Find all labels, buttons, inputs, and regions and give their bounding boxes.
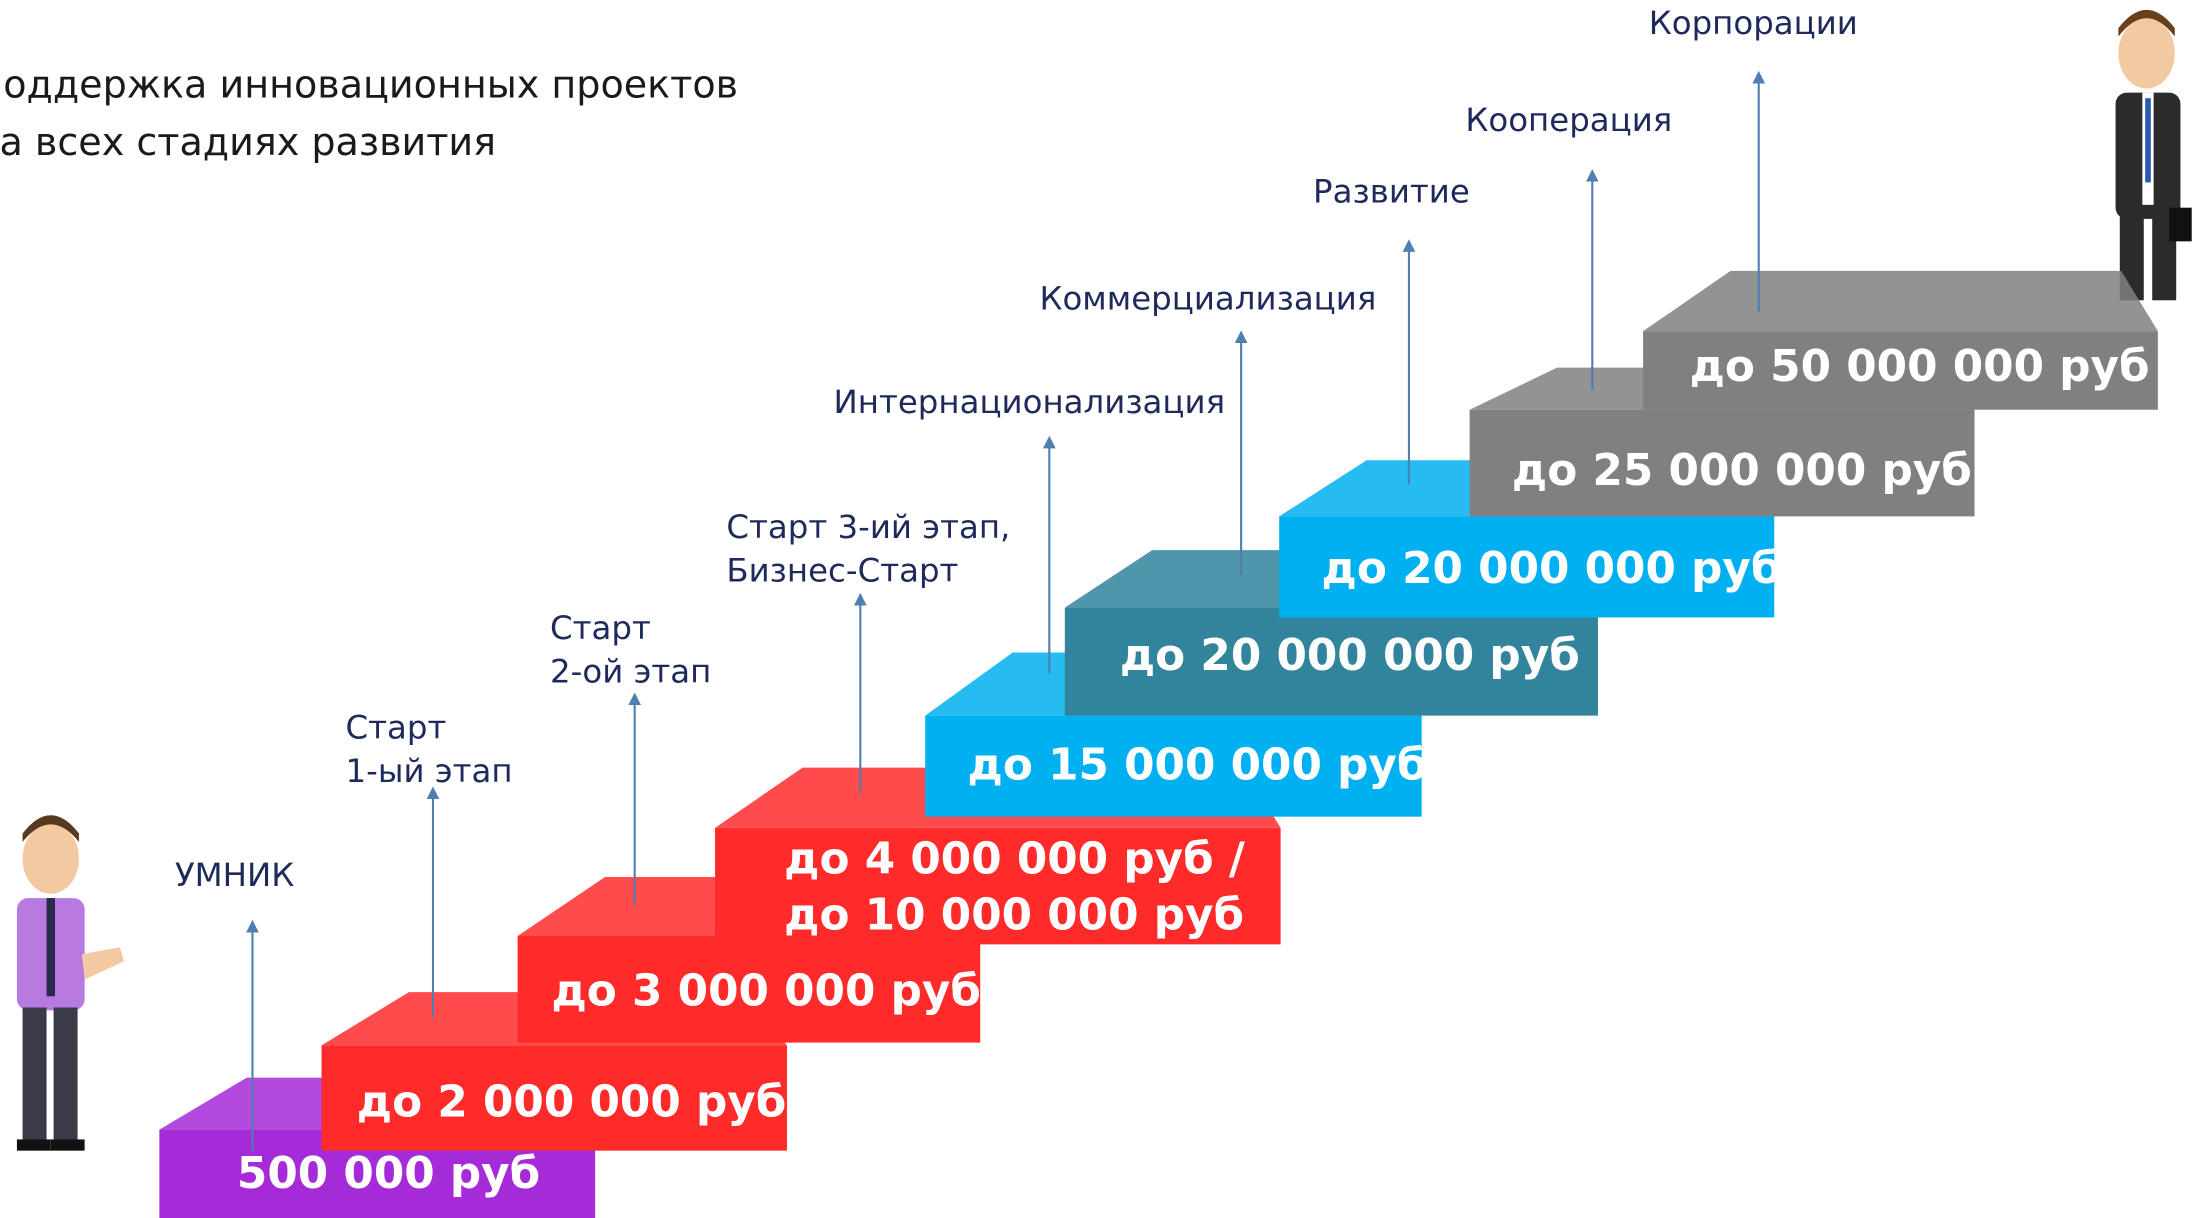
title-line: Поддержка инновационных проектов (0, 63, 738, 107)
stage-label: Старт 3-ий этап, (726, 508, 1010, 546)
stage-label: Бизнес-Старт (726, 552, 958, 590)
amount: до 25 000 000 руб (1512, 446, 1972, 496)
stage-label: 2-ой этап (550, 653, 711, 691)
amount: до 20 000 000 руб (1322, 544, 1782, 594)
title-line: на всех стадиях развития (0, 120, 496, 164)
stage-label: УМНИК (175, 856, 294, 894)
step-top (1643, 270, 2158, 332)
stage-label: 1-ый этап (346, 752, 513, 790)
amount: до 2 000 000 руб (357, 1077, 787, 1127)
person-left (16, 815, 125, 1151)
step-front (925, 715, 1422, 817)
amount: до 20 000 000 руб (1120, 631, 1580, 681)
amount: до 3 000 000 руб (551, 967, 981, 1017)
stage-label: Интернационализация (834, 383, 1226, 421)
amount: до 50 000 000 руб (1690, 342, 2150, 392)
amount: 500 000 руб (237, 1149, 540, 1199)
step-front (1279, 516, 1775, 618)
step-front (1064, 607, 1598, 716)
step-front (1469, 409, 1975, 517)
step-front (715, 827, 1281, 945)
stage-label: Коммерциализация (1039, 279, 1376, 317)
amount: до 15 000 000 руб (968, 741, 1428, 791)
step-front (517, 935, 981, 1043)
stage-label: Старт (346, 709, 447, 747)
amount: до 10 000 000 руб (784, 891, 1244, 941)
stage-label: Корпорации (1649, 4, 1858, 42)
step-front (1643, 331, 2158, 410)
person-right (2115, 9, 2192, 301)
stage-label: Кооперация (1465, 101, 1672, 139)
stage-label: Развитие (1313, 173, 1470, 211)
amount: до 4 000 000 руб / (784, 835, 1245, 885)
stage-label: Старт (550, 609, 651, 647)
step-front (321, 1045, 787, 1151)
